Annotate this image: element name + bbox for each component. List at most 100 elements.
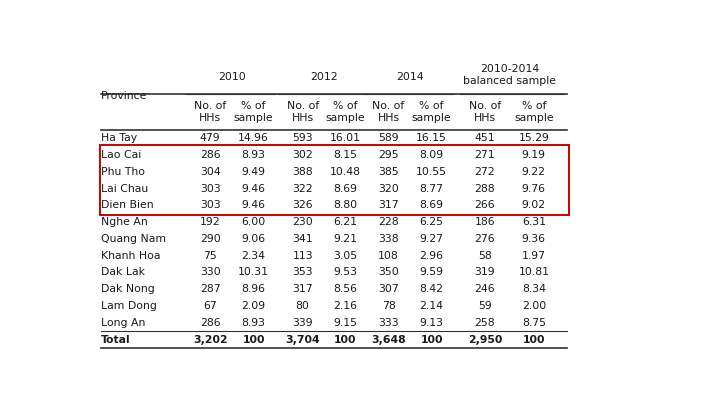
Text: 8.09: 8.09 (420, 150, 444, 160)
Text: 322: 322 (292, 183, 313, 194)
Text: Dien Bien: Dien Bien (101, 200, 154, 211)
Text: 2.14: 2.14 (420, 301, 444, 311)
Text: 75: 75 (204, 251, 217, 261)
Text: 14.96: 14.96 (238, 133, 269, 143)
Text: Long An: Long An (101, 318, 146, 328)
Text: 9.13: 9.13 (420, 318, 444, 328)
Text: 8.34: 8.34 (522, 284, 546, 294)
Text: Lam Dong: Lam Dong (101, 301, 157, 311)
Text: 8.15: 8.15 (333, 150, 357, 160)
Text: 9.76: 9.76 (522, 183, 546, 194)
Text: 192: 192 (200, 217, 220, 227)
Text: 6.25: 6.25 (420, 217, 444, 227)
Text: 10.48: 10.48 (329, 167, 361, 177)
Text: 9.49: 9.49 (241, 167, 265, 177)
Text: 2014: 2014 (397, 72, 424, 83)
Text: 353: 353 (292, 267, 313, 277)
Text: 9.36: 9.36 (522, 234, 546, 244)
Text: 319: 319 (475, 267, 495, 277)
Text: 290: 290 (200, 234, 220, 244)
Bar (100, 145, 569, 215)
Text: 59: 59 (478, 301, 492, 311)
Text: Dak Nong: Dak Nong (101, 284, 155, 294)
Text: 593: 593 (292, 133, 313, 143)
Text: 3,202: 3,202 (193, 335, 227, 345)
Text: 6.31: 6.31 (522, 217, 546, 227)
Text: 9.06: 9.06 (241, 234, 266, 244)
Text: 9.46: 9.46 (241, 200, 265, 211)
Text: 320: 320 (378, 183, 399, 194)
Text: Lao Cai: Lao Cai (101, 150, 142, 160)
Text: 333: 333 (378, 318, 399, 328)
Text: 317: 317 (378, 200, 399, 211)
Text: 350: 350 (378, 267, 399, 277)
Text: 258: 258 (475, 318, 495, 328)
Text: 100: 100 (522, 335, 545, 345)
Text: Khanh Hoa: Khanh Hoa (101, 251, 161, 261)
Text: 6.00: 6.00 (241, 217, 266, 227)
Text: No. of
HHs: No. of HHs (286, 101, 319, 123)
Text: 8.56: 8.56 (333, 284, 357, 294)
Text: % of
sample: % of sample (234, 101, 274, 123)
Text: 78: 78 (382, 301, 395, 311)
Text: 339: 339 (292, 318, 313, 328)
Text: 303: 303 (200, 183, 220, 194)
Text: 10.31: 10.31 (238, 267, 269, 277)
Text: Province: Province (101, 90, 147, 100)
Text: 8.69: 8.69 (333, 183, 357, 194)
Text: 9.27: 9.27 (420, 234, 444, 244)
Text: 8.93: 8.93 (241, 150, 265, 160)
Text: 10.55: 10.55 (416, 167, 447, 177)
Text: 589: 589 (378, 133, 399, 143)
Text: 9.59: 9.59 (420, 267, 444, 277)
Text: 9.02: 9.02 (522, 200, 546, 211)
Text: 2,950: 2,950 (468, 335, 502, 345)
Text: 8.93: 8.93 (241, 318, 265, 328)
Text: 326: 326 (292, 200, 313, 211)
Text: 2012: 2012 (310, 72, 338, 83)
Text: 303: 303 (200, 200, 220, 211)
Text: Nghe An: Nghe An (101, 217, 148, 227)
Text: 10.81: 10.81 (518, 267, 550, 277)
Text: 304: 304 (200, 167, 220, 177)
Text: 2.34: 2.34 (241, 251, 265, 261)
Text: Phu Tho: Phu Tho (101, 167, 145, 177)
Text: 266: 266 (475, 200, 495, 211)
Text: No. of
HHs: No. of HHs (469, 101, 501, 123)
Text: 67: 67 (204, 301, 217, 311)
Text: 6.21: 6.21 (333, 217, 357, 227)
Text: 100: 100 (420, 335, 443, 345)
Text: 338: 338 (378, 234, 399, 244)
Text: 3,704: 3,704 (285, 335, 320, 345)
Text: 272: 272 (475, 167, 495, 177)
Text: 2.09: 2.09 (241, 301, 266, 311)
Text: 8.69: 8.69 (420, 200, 444, 211)
Text: 3.05: 3.05 (333, 251, 357, 261)
Text: 3,648: 3,648 (371, 335, 406, 345)
Text: 287: 287 (200, 284, 220, 294)
Text: 228: 228 (378, 217, 399, 227)
Text: 295: 295 (378, 150, 399, 160)
Text: 286: 286 (200, 318, 220, 328)
Text: 108: 108 (378, 251, 399, 261)
Text: Quang Nam: Quang Nam (101, 234, 166, 244)
Text: % of
sample: % of sample (514, 101, 554, 123)
Text: 230: 230 (292, 217, 313, 227)
Text: Total: Total (101, 335, 131, 345)
Text: 8.77: 8.77 (420, 183, 444, 194)
Text: 9.19: 9.19 (522, 150, 546, 160)
Text: No. of
HHs: No. of HHs (194, 101, 226, 123)
Text: 9.21: 9.21 (333, 234, 357, 244)
Text: 100: 100 (242, 335, 265, 345)
Text: Lai Chau: Lai Chau (101, 183, 149, 194)
Text: 16.01: 16.01 (329, 133, 361, 143)
Text: 276: 276 (475, 234, 495, 244)
Text: 2010: 2010 (218, 72, 246, 83)
Text: 1.97: 1.97 (522, 251, 546, 261)
Text: 9.53: 9.53 (333, 267, 357, 277)
Text: 307: 307 (378, 284, 399, 294)
Text: 8.80: 8.80 (333, 200, 357, 211)
Text: 330: 330 (200, 267, 220, 277)
Text: 479: 479 (200, 133, 220, 143)
Text: 2.96: 2.96 (420, 251, 444, 261)
